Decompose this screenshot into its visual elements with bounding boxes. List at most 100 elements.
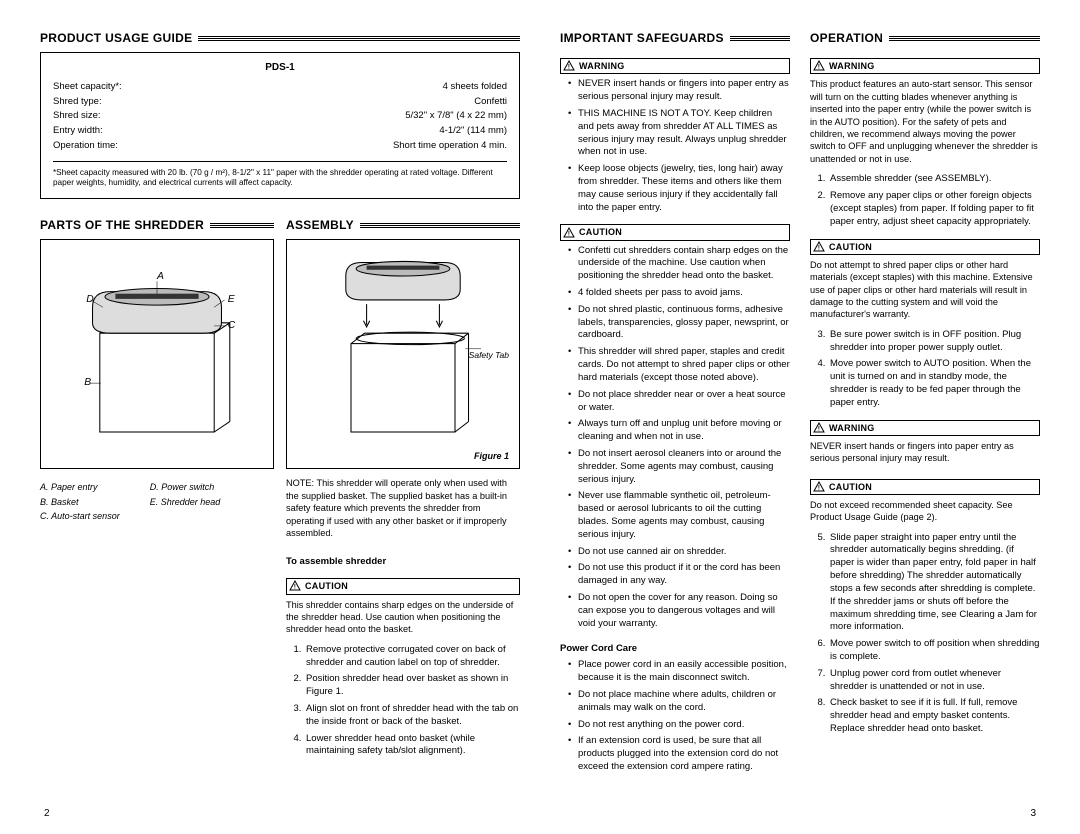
safety-tab-label: Safety Tab [469, 350, 509, 361]
warning-triangle-icon: ! [289, 580, 301, 592]
list-item: Never use flammable synthetic oil, petro… [568, 490, 790, 541]
list-item: Move power switch to AUTO position. When… [828, 358, 1040, 409]
spec-label: Shred size: [53, 110, 101, 123]
list-item: Do not shred plastic, continuous forms, … [568, 304, 790, 342]
spec-value: Confetti [474, 96, 507, 109]
warning-badge: ! WARNING [810, 420, 1040, 436]
spec-row: Sheet capacity*: 4 sheets folded [53, 81, 507, 94]
usage-guide-title: PRODUCT USAGE GUIDE [40, 30, 520, 46]
figure-label: Figure 1 [474, 450, 509, 462]
svg-text:A: A [156, 272, 164, 283]
list-item: Align slot on front of shredder head wit… [304, 703, 520, 729]
caution-badge: ! CAUTION [810, 239, 1040, 255]
list-item: Keep loose objects (jewelry, ties, long … [568, 163, 790, 214]
assembly-note: NOTE: This shredder will operate only wh… [286, 477, 520, 539]
svg-text:!: ! [294, 585, 296, 591]
list-item: Do not rest anything on the power cord. [568, 719, 790, 732]
caution-badge: ! CAUTION [286, 578, 520, 594]
usage-spec-box: PDS-1 Sheet capacity*: 4 sheets folded Shr… [40, 52, 520, 199]
caution-badge: ! CAUTION [560, 224, 790, 240]
warning-triangle-icon: ! [813, 60, 825, 72]
safeguards-column: IMPORTANT SAFEGUARDS ! WARNING NEVER ins… [560, 30, 790, 814]
list-item: Move power switch to off position when s… [828, 638, 1040, 664]
warning-badge: ! WARNING [560, 58, 790, 74]
op-steps-3: Slide paper straight into paper entry un… [810, 532, 1040, 740]
spec-label: Shred type: [53, 96, 102, 109]
list-item: Check basket to see if it is full. If fu… [828, 697, 1040, 735]
list-item: Be sure power switch is in OFF position.… [828, 329, 1040, 355]
assembly-steps: Remove protective corrugated cover on ba… [286, 644, 520, 763]
list-item: Assemble shredder (see ASSEMBLY). [828, 173, 1040, 186]
list-item: NEVER insert hands or fingers into paper… [568, 78, 790, 104]
caution-badge: ! CAUTION [810, 479, 1040, 495]
lower-columns: PARTS OF THE SHREDDER [40, 217, 520, 814]
svg-text:C: C [228, 320, 236, 331]
warning-triangle-icon: ! [563, 227, 575, 239]
caution-badge-text: CAUTION [305, 580, 348, 592]
assemble-subhead: To assemble shredder [286, 556, 520, 569]
left-page: PRODUCT USAGE GUIDE PDS-1 Sheet capacity… [40, 30, 520, 814]
svg-text:D: D [86, 294, 94, 305]
spec-label: Operation time: [53, 140, 118, 153]
list-item: If an extension cord is used, be sure th… [568, 735, 790, 773]
caution-badge-text: CAUTION [829, 481, 872, 493]
parts-title: PARTS OF THE SHREDDER [40, 217, 274, 233]
spec-value: 4-1/2" (114 mm) [439, 125, 507, 138]
warning-triangle-icon: ! [813, 241, 825, 253]
list-item: Always turn off and unplug unit before m… [568, 418, 790, 444]
shredder-parts-svg: D A E C B [51, 250, 263, 458]
warning-triangle-icon: ! [813, 481, 825, 493]
list-item: This shredder will shred paper, staples … [568, 346, 790, 384]
spec-footnote: *Sheet capacity measured with 20 lb. (70… [53, 161, 507, 189]
svg-text:!: ! [818, 485, 820, 491]
page-number-left: 2 [44, 807, 50, 821]
svg-text:B: B [84, 378, 91, 389]
assembly-title-text: ASSEMBLY [286, 217, 354, 233]
assembly-column: ASSEMBLY [286, 217, 520, 814]
assembly-title: ASSEMBLY [286, 217, 520, 233]
legend-item: D. Power switch [150, 481, 221, 493]
operation-column: OPERATION ! WARNING This product feature… [810, 30, 1040, 814]
legend-left: A. Paper entryB. BasketC. Auto-start sen… [40, 481, 120, 523]
op-warn2: NEVER insert hands or fingers into paper… [810, 440, 1040, 465]
list-item: Position shredder head over basket as sh… [304, 673, 520, 699]
op-steps-1: Assemble shredder (see ASSEMBLY).Remove … [810, 173, 1040, 232]
legend-item: E. Shredder head [150, 496, 221, 508]
parts-diagram: D A E C B [40, 239, 274, 469]
spec-rows: Sheet capacity*: 4 sheets folded Shred typ… [53, 81, 507, 153]
safeguards-title: IMPORTANT SAFEGUARDS [560, 30, 790, 46]
caution-badge-text: CAUTION [579, 226, 622, 238]
svg-text:!: ! [568, 231, 570, 237]
list-item: 4 folded sheets per pass to avoid jams. [568, 287, 790, 300]
model-number: PDS-1 [53, 61, 507, 75]
usage-title-text: PRODUCT USAGE GUIDE [40, 30, 192, 46]
spec-value: 4 sheets folded [443, 81, 507, 94]
warning-badge-text: WARNING [829, 422, 875, 434]
list-item: Do not insert aerosol cleaners into or a… [568, 448, 790, 486]
list-item: Do not place machine where adults, child… [568, 689, 790, 715]
safeguard-warnings: NEVER insert hands or fingers into paper… [560, 78, 790, 218]
op-warn-text: This product features an auto-start sens… [810, 78, 1040, 165]
warning-triangle-icon: ! [563, 60, 575, 72]
spec-row: Entry width:4-1/2" (114 mm) [53, 125, 507, 138]
cord-care-items: Place power cord in an easily accessible… [560, 659, 790, 778]
caution-text: This shredder contains sharp edges on th… [286, 599, 520, 636]
op-caution1: Do not attempt to shred paper clips or o… [810, 259, 1040, 321]
list-item: Do not use canned air on shredder. [568, 546, 790, 559]
op-caution2: Do not exceed recommended sheet capacity… [810, 499, 1040, 524]
spec-label: Sheet capacity*: [53, 81, 122, 94]
warning-triangle-icon: ! [813, 422, 825, 434]
list-item: Unplug power cord from outlet whenever s… [828, 668, 1040, 694]
spec-row: Shred size:5/32" x 7/8" (4 x 22 mm) [53, 110, 507, 123]
list-item: Slide paper straight into paper entry un… [828, 532, 1040, 635]
assembly-diagram: Safety Tab Figure 1 [286, 239, 520, 469]
legend-right: D. Power switch E. Shredder head [150, 481, 221, 523]
cord-care-head: Power Cord Care [560, 643, 790, 656]
safeguard-cautions: Confetti cut shredders contain sharp edg… [560, 245, 790, 635]
spec-row: Operation time:Short time operation 4 mi… [53, 140, 507, 153]
list-item: Confetti cut shredders contain sharp edg… [568, 245, 790, 283]
page-number-right: 3 [1030, 807, 1036, 821]
warning-badge: ! WARNING [810, 58, 1040, 74]
parts-title-text: PARTS OF THE SHREDDER [40, 217, 204, 233]
legend-item: A. Paper entry [40, 481, 120, 493]
